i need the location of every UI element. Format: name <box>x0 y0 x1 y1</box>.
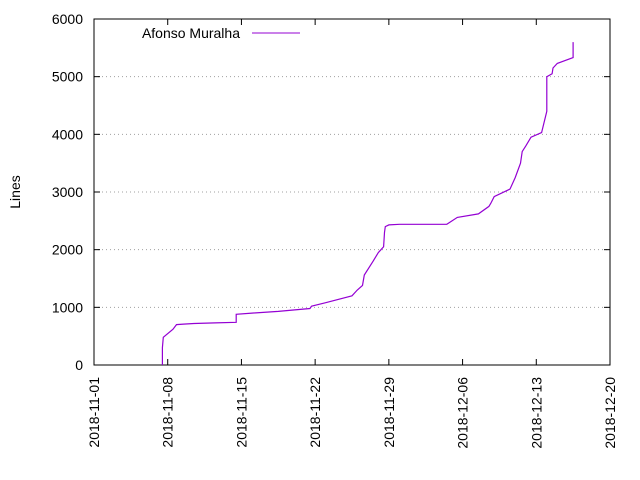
legend-label: Afonso Muralha <box>142 25 240 41</box>
axis-ticks <box>93 18 611 366</box>
x-tick-label: 2018-12-06 <box>455 377 471 449</box>
y-tick-label: 6000 <box>52 11 83 27</box>
x-tick-labels: 2018-11-01 2018-11-08 2018-11-15 2018-11-22… <box>86 377 618 449</box>
y-tick-label: 2000 <box>52 242 83 258</box>
x-tick-label: 2018-11-29 <box>381 377 397 448</box>
y-tick-label: 1000 <box>52 299 83 315</box>
plot-frame <box>93 18 611 366</box>
legend: Afonso Muralha <box>142 25 300 41</box>
y-tick-labels: 0 1000 2000 3000 4000 5000 6000 <box>52 11 83 373</box>
x-tick-label: 2018-11-01 <box>86 377 102 448</box>
x-tick-label: 2018-11-08 <box>160 377 176 448</box>
series-line-afonso-muralha <box>161 42 574 365</box>
y-tick-label: 5000 <box>52 69 83 85</box>
y-tick-label: 3000 <box>52 184 83 200</box>
x-tick-label: 2018-11-15 <box>233 377 249 448</box>
y-axis-title: Lines <box>7 175 23 208</box>
y-tick-label: 4000 <box>52 126 83 142</box>
x-tick-label: 2018-12-13 <box>528 377 544 449</box>
x-tick-label: 2018-12-20 <box>602 377 618 449</box>
gridlines <box>94 76 610 308</box>
x-tick-label: 2018-11-22 <box>307 377 323 448</box>
y-tick-label: 0 <box>75 357 83 373</box>
